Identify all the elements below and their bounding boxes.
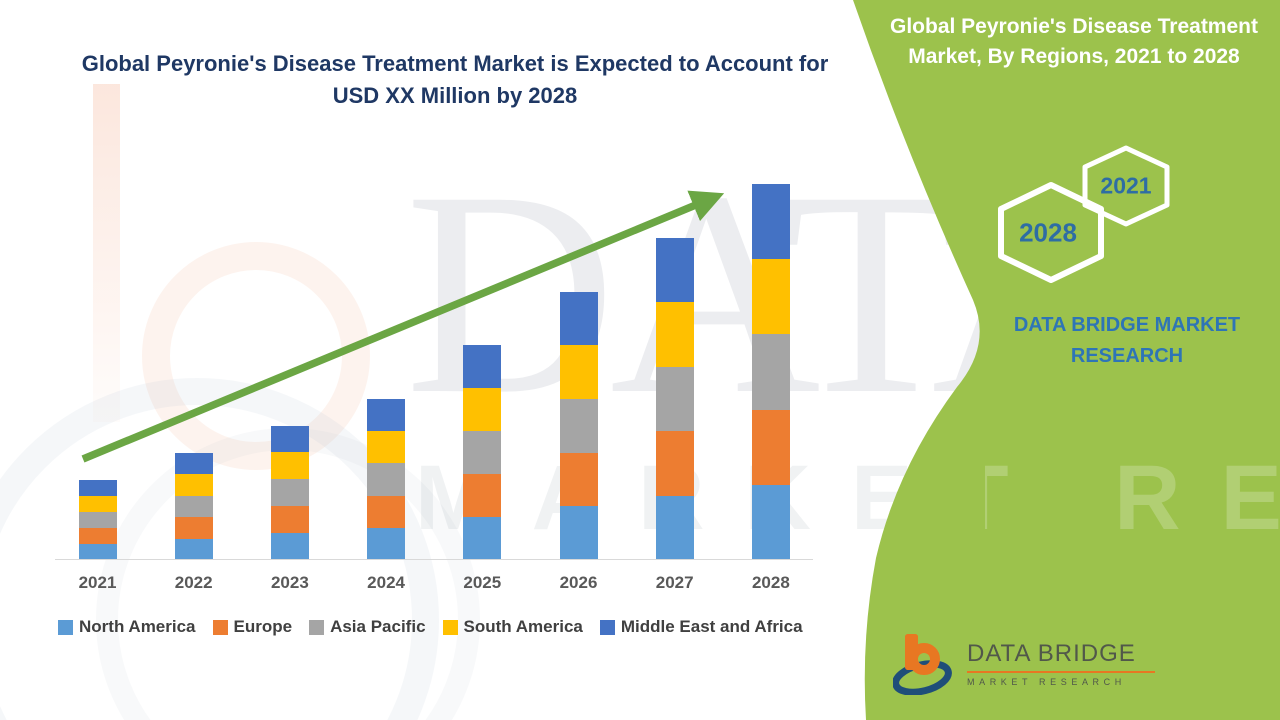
- bar-segment-asia-pacific: [367, 463, 406, 496]
- bar-segment-europe: [559, 452, 598, 507]
- bar-segment-asia-pacific: [174, 495, 213, 517]
- bar-segment-asia-pacific: [78, 511, 117, 528]
- bar-segment-asia-pacific: [655, 366, 694, 432]
- legend-swatch-icon: [309, 619, 325, 635]
- legend-label: South America: [463, 617, 583, 636]
- bar-segment-north-america: [655, 495, 694, 560]
- bar-segment-middle-east-and-africa: [174, 452, 213, 474]
- legend-label: Europe: [233, 617, 293, 636]
- x-axis-label-2024: 2024: [367, 573, 405, 592]
- bar-segment-south-america: [367, 431, 406, 464]
- bar-segment-europe: [367, 495, 406, 528]
- bar-segment-asia-pacific: [751, 334, 790, 410]
- bar-segment-north-america: [174, 538, 213, 560]
- x-axis-label-2027: 2027: [655, 573, 694, 592]
- bar-segment-middle-east-and-africa: [463, 345, 502, 388]
- bar-segment-asia-pacific: [463, 431, 502, 474]
- market-research-watermark-text: MARKET RESEARCH: [985, 447, 1280, 549]
- bar-segment-south-america: [270, 452, 309, 480]
- legend-swatch-icon: [599, 619, 615, 635]
- bar-2027: [655, 238, 694, 560]
- legend: North America Europe Asia Pacific South Ame…: [58, 617, 803, 637]
- watermark-band-over-panel: MARKET RESEARCH: [985, 446, 1280, 566]
- bar-segment-europe: [78, 527, 117, 544]
- x-axis-label-2028: 2028: [751, 573, 790, 592]
- bar-segment-south-america: [463, 388, 502, 431]
- hexagon-year-2021: 2021: [1100, 172, 1152, 199]
- hexagon-2028-icon: [998, 182, 1104, 283]
- logo-subtitle-text: MARKET RESEARCH: [967, 676, 1126, 687]
- legend-swatch-icon: [212, 619, 228, 635]
- legend-swatch-icon: [442, 619, 458, 635]
- x-axis-label-2023: 2023: [270, 573, 309, 592]
- bar-segment-europe: [270, 506, 309, 534]
- hexagon-year-2028: 2028: [1019, 217, 1077, 248]
- bar-segment-north-america: [78, 543, 117, 560]
- bar-segment-south-america: [655, 302, 694, 367]
- bar-segment-middle-east-and-africa: [78, 479, 117, 496]
- x-axis-label-2026: 2026: [559, 573, 598, 592]
- x-axis-label-2025: 2025: [463, 573, 502, 592]
- x-axis-line: [55, 559, 813, 560]
- legend-item-middle-east-and-africa: Middle East and Africa: [599, 617, 803, 637]
- legend-item-asia-pacific: Asia Pacific: [309, 617, 426, 637]
- bar-segment-middle-east-and-africa: [270, 425, 309, 453]
- bar-segment-europe: [655, 431, 694, 496]
- bar-segment-asia-pacific: [270, 479, 309, 507]
- legend-label: Asia Pacific: [330, 617, 426, 636]
- bar-segment-north-america: [463, 517, 502, 560]
- legend-item-south-america: South America: [442, 617, 583, 637]
- data-bridge-logo-icon: [893, 634, 952, 695]
- logo-watermark-bar: [93, 84, 120, 422]
- data-bridge-logo: DATA BRIDGE MARKET RESEARCH: [893, 631, 1155, 695]
- hexagon-2021-icon: [1082, 145, 1170, 227]
- bar-2026: [559, 291, 598, 560]
- panel-title: Global Peyronie's Disease Treatment Mark…: [890, 15, 1258, 69]
- bar-segment-europe: [751, 409, 790, 485]
- bar-segment-north-america: [751, 484, 790, 560]
- bar-segment-middle-east-and-africa: [559, 291, 598, 346]
- bar-segment-middle-east-and-africa: [751, 184, 790, 260]
- bar-2028: [751, 184, 790, 560]
- bar-segment-north-america: [270, 533, 309, 560]
- bar-2023: [270, 425, 309, 560]
- x-axis-label-2022: 2022: [174, 573, 213, 592]
- chart-title: Global Peyronie's Disease Treatment Mark…: [81, 51, 829, 108]
- logo-divider: [967, 670, 1155, 673]
- legend-label: North America: [79, 617, 196, 636]
- bar-2022: [174, 452, 213, 560]
- bar-segment-north-america: [559, 506, 598, 560]
- bar-segment-south-america: [78, 495, 117, 512]
- bar-segment-asia-pacific: [559, 398, 598, 453]
- bar-segment-south-america: [174, 474, 213, 496]
- bar-segment-europe: [174, 517, 213, 539]
- bar-2025: [463, 345, 502, 560]
- bar-segment-south-america: [559, 345, 598, 399]
- bar-segment-south-america: [751, 259, 790, 335]
- legend-item-europe: Europe: [212, 617, 293, 637]
- legend-swatch-icon: [58, 619, 73, 635]
- bar-segment-middle-east-and-africa: [367, 399, 406, 432]
- bar-2021: [78, 479, 117, 560]
- legend-label: Middle East and Africa: [620, 617, 803, 636]
- legend-item-north-america: North America: [58, 617, 196, 637]
- x-axis-label-2021: 2021: [78, 573, 117, 592]
- bar-segment-europe: [463, 474, 502, 517]
- brand-name-text: DATA BRIDGE MARKET RESEARCH: [1013, 314, 1241, 367]
- bar-segment-north-america: [367, 527, 406, 560]
- bar-segment-middle-east-and-africa: [655, 238, 694, 303]
- logo-name-text: DATA BRIDGE: [967, 639, 1136, 667]
- bar-2024: [367, 399, 406, 560]
